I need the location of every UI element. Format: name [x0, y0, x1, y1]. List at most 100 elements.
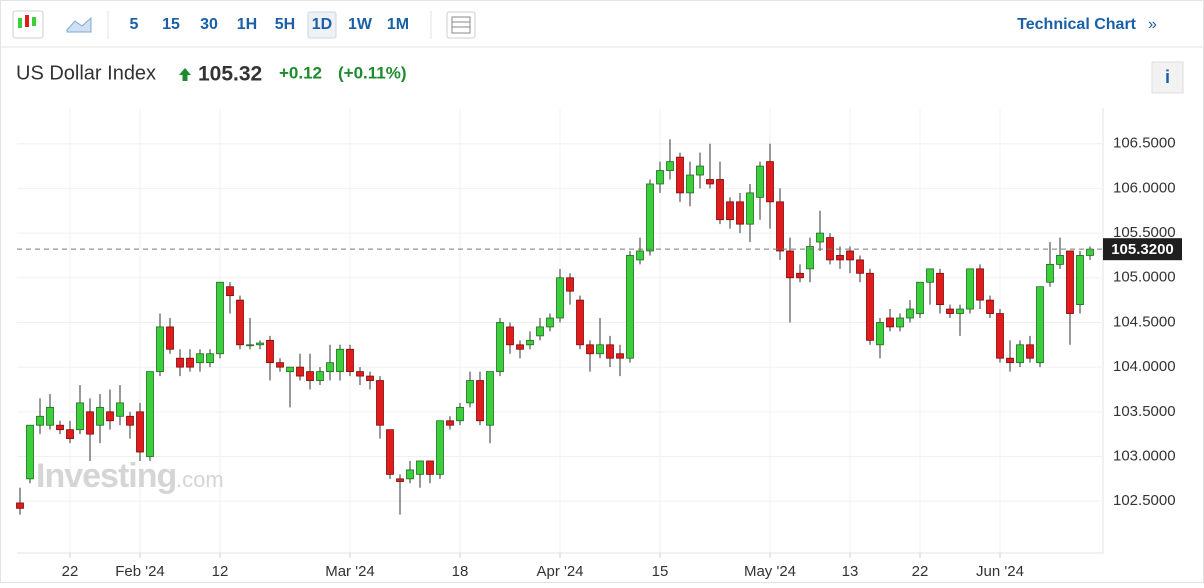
change: +0.12 — [279, 63, 322, 82]
x-tick-label: 15 — [652, 563, 669, 580]
price: 105.32 — [198, 63, 262, 86]
candle-body — [256, 342, 264, 346]
candle-body — [696, 165, 704, 176]
candle-body — [1086, 248, 1094, 256]
candle-body — [726, 201, 734, 221]
icon-box[interactable] — [446, 11, 476, 39]
candle-body — [196, 353, 204, 364]
candle-body — [246, 344, 254, 347]
candle-body — [1046, 263, 1054, 283]
candle-body — [446, 420, 454, 426]
candle-body — [846, 250, 854, 261]
candle-body — [916, 281, 924, 314]
candle-body — [266, 339, 274, 364]
candle-body — [666, 161, 674, 171]
last-price-label: 105.3200 — [1111, 241, 1174, 258]
candle-body — [786, 250, 794, 279]
area-icon[interactable] — [66, 16, 92, 33]
candle-body — [506, 326, 514, 346]
interval-button[interactable]: 5 — [130, 16, 139, 33]
candle-body — [346, 348, 354, 373]
candle-body — [176, 357, 184, 368]
candle-body — [936, 272, 944, 305]
icon-part — [32, 17, 36, 26]
candle-body — [386, 429, 394, 475]
candle-body — [406, 469, 414, 480]
candle-body — [776, 201, 784, 252]
interval-button[interactable]: 1H — [237, 16, 257, 33]
up-arrow — [179, 68, 191, 81]
candle-body — [366, 375, 374, 381]
interval-active-bg[interactable] — [307, 11, 337, 39]
link-arrow[interactable]: » — [1148, 16, 1157, 33]
candle-body — [486, 371, 494, 426]
candle-body — [596, 344, 604, 355]
candle-body — [216, 281, 224, 355]
candle-body — [356, 371, 364, 377]
x-tick-label: May '24 — [744, 563, 796, 580]
change-percent: (+0.11%) — [338, 63, 407, 82]
x-tick-label: Apr '24 — [536, 563, 583, 580]
candle-body — [606, 344, 614, 359]
interval-button[interactable]: 1W — [348, 16, 373, 33]
candle-body — [396, 478, 404, 482]
technical-chart-link[interactable]: Technical Chart — [1017, 16, 1137, 33]
candle-body — [436, 420, 444, 475]
x-tick-label: Mar '24 — [325, 563, 375, 580]
candle-body — [816, 232, 824, 243]
candle-body — [416, 460, 424, 475]
candle-body — [986, 299, 994, 314]
x-tick-label: 22 — [912, 563, 929, 580]
candle-body — [136, 411, 144, 453]
x-tick-label: 18 — [452, 563, 469, 580]
candle-body — [26, 424, 34, 480]
watermark-brand: Investing — [36, 457, 176, 495]
y-tick-label: 102.5000 — [1113, 492, 1176, 509]
info-label[interactable]: i — [1165, 67, 1170, 87]
interval-button[interactable]: 1M — [387, 16, 409, 33]
interval-button[interactable]: 30 — [200, 16, 218, 33]
candle-body — [976, 268, 984, 301]
candle-body — [566, 277, 574, 292]
y-tick-label: 106.5000 — [1113, 135, 1176, 152]
candle-body — [326, 362, 334, 373]
icon-part — [451, 16, 471, 34]
candle-body — [1056, 255, 1064, 265]
candle-body — [156, 326, 164, 373]
candle-body — [66, 429, 74, 440]
candle-body — [836, 255, 844, 261]
table-icon[interactable] — [446, 11, 476, 39]
candle-body — [1076, 255, 1084, 305]
candle-body — [956, 308, 964, 314]
candle-body — [276, 362, 284, 368]
candle-body — [906, 308, 914, 319]
interval-button[interactable]: 5H — [275, 16, 295, 33]
candle-icon[interactable] — [12, 10, 44, 39]
candle-body — [56, 424, 64, 431]
y-tick-label: 103.0000 — [1113, 447, 1176, 464]
candle-body — [226, 286, 234, 297]
candle-body — [636, 250, 644, 261]
interval-button[interactable]: 1D — [312, 16, 332, 33]
info-button[interactable] — [1151, 61, 1184, 94]
candle-body — [116, 402, 124, 417]
candle-body — [706, 179, 714, 185]
x-tick-label: 22 — [62, 563, 79, 580]
candle-body — [536, 326, 544, 337]
candle-body — [286, 366, 294, 373]
candle-body — [576, 299, 584, 346]
candle-body — [586, 344, 594, 355]
candle-body — [496, 322, 504, 373]
candle-body — [76, 402, 84, 431]
candle-body — [676, 156, 684, 194]
y-tick-label: 104.0000 — [1113, 358, 1176, 375]
candle-body — [456, 406, 464, 422]
candle-body — [736, 201, 744, 225]
y-tick-label: 106.0000 — [1113, 179, 1176, 196]
interval-button[interactable]: 15 — [162, 16, 180, 33]
candle-body — [106, 411, 114, 422]
candle-body — [806, 246, 814, 270]
y-tick-label: 103.5000 — [1113, 403, 1176, 420]
